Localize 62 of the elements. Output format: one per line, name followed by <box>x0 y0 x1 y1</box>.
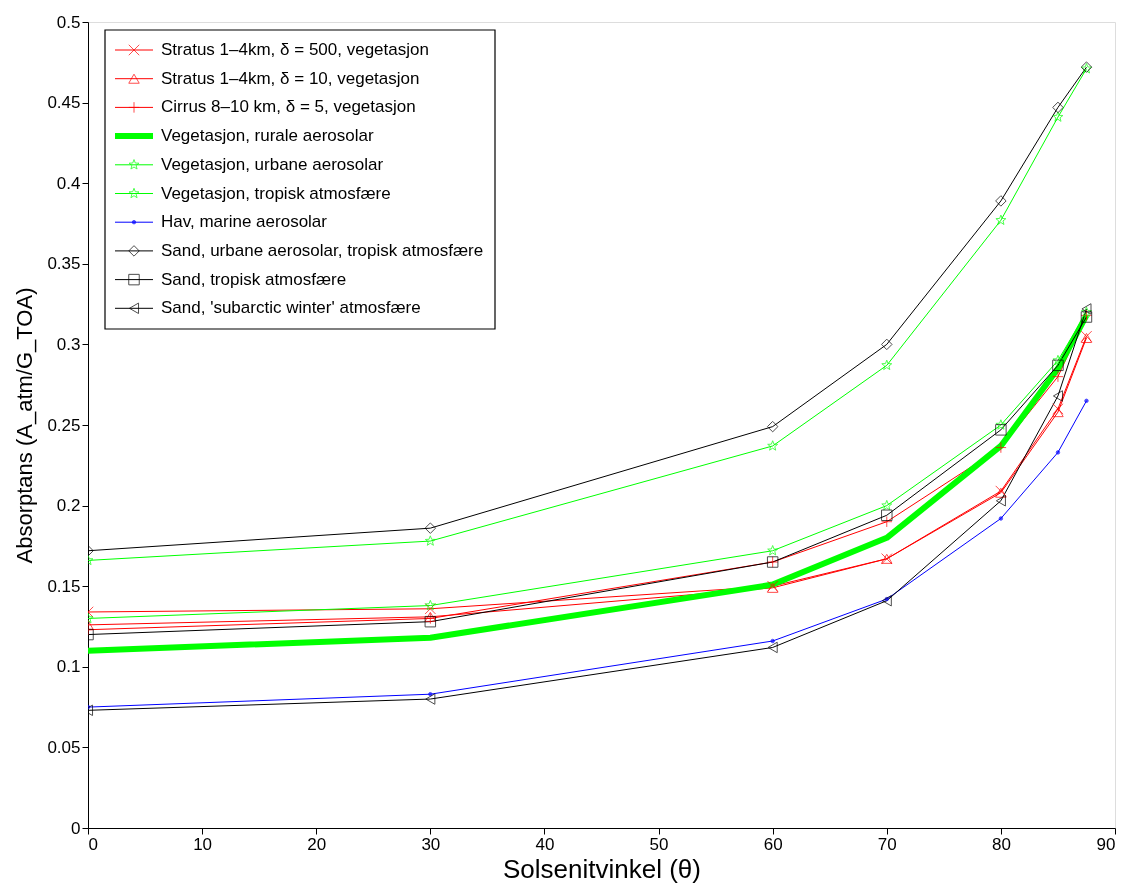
point <box>1052 359 1064 372</box>
x-tick-label: 30 <box>421 834 441 854</box>
point <box>1052 354 1064 366</box>
legend-label: Stratus 1–4km, δ = 500, vegetasjon <box>161 40 429 59</box>
x-tick-label: 10 <box>193 834 213 854</box>
y-tick-label: 0.05 <box>47 737 81 757</box>
y-tick-label: 0.35 <box>47 254 81 274</box>
x-tick-label: 0 <box>88 834 98 854</box>
point <box>995 419 1007 430</box>
point <box>881 515 893 528</box>
legend-label: Sand, urbane aerosolar, tropisk atmosfære <box>161 240 484 260</box>
point <box>995 214 1007 226</box>
x-tick-label: 80 <box>991 834 1011 854</box>
point <box>767 641 778 654</box>
legend-label: Stratus 1–4km, δ = 10, vegetasjon <box>161 68 420 88</box>
point <box>767 440 779 451</box>
point <box>995 441 1007 454</box>
point <box>1052 403 1064 415</box>
point <box>1052 390 1063 402</box>
legend-label: Cirrus 8–10 km, δ = 5, vegetasjon <box>161 97 416 117</box>
point <box>1052 370 1064 383</box>
point <box>424 599 436 611</box>
point <box>428 691 433 697</box>
x-tick-label: 60 <box>763 834 783 854</box>
point <box>881 594 892 607</box>
point <box>1084 398 1089 404</box>
y-tick-label: 0.2 <box>56 496 81 516</box>
point <box>1055 450 1061 455</box>
x-tick-label: 20 <box>307 834 327 854</box>
point <box>1052 407 1064 418</box>
y-tick-label: 0.1 <box>56 657 81 677</box>
point <box>881 499 893 511</box>
y-axis-title: Absorptans (A_atm/G_TOA) <box>12 287 38 564</box>
x-tick-label: 90 <box>1096 834 1116 854</box>
point <box>767 544 779 556</box>
point <box>881 509 893 522</box>
y-tick-label: 0.5 <box>56 12 81 32</box>
legend-label: Sand, 'subarctic winter' atmosfære <box>161 298 421 318</box>
point <box>995 424 1007 436</box>
point <box>424 603 437 615</box>
point <box>995 495 1006 507</box>
point <box>998 516 1004 521</box>
y-tick-label: 0.15 <box>47 576 81 596</box>
x-tick-label: 70 <box>877 834 897 854</box>
legend-label: Vegetasjon, rurale aerosolar <box>161 126 374 146</box>
legend-label: Vegetasjon, tropisk atmosfære <box>161 183 391 203</box>
point <box>1052 111 1064 122</box>
point <box>424 535 436 546</box>
y-tick-label: 0.3 <box>56 334 81 354</box>
point <box>881 359 893 371</box>
y-tick-label: 0.25 <box>47 415 81 435</box>
x-tick-label: 40 <box>535 834 555 854</box>
x-tick-label: 50 <box>649 834 669 854</box>
point <box>770 638 775 644</box>
y-tick-label: 0.45 <box>47 93 81 113</box>
legend-label: Hav, marine aerosolar <box>161 212 328 232</box>
legend-label: Sand, tropisk atmosfære <box>161 269 347 289</box>
legend-label: Vegetasjon, urbane aerosolar <box>161 154 384 174</box>
x-axis-title: Solsenitvinkel (θ) <box>503 853 701 884</box>
y-tick-label: 0.4 <box>56 173 81 193</box>
point <box>425 693 436 705</box>
y-tick-label: 0 <box>71 818 81 838</box>
